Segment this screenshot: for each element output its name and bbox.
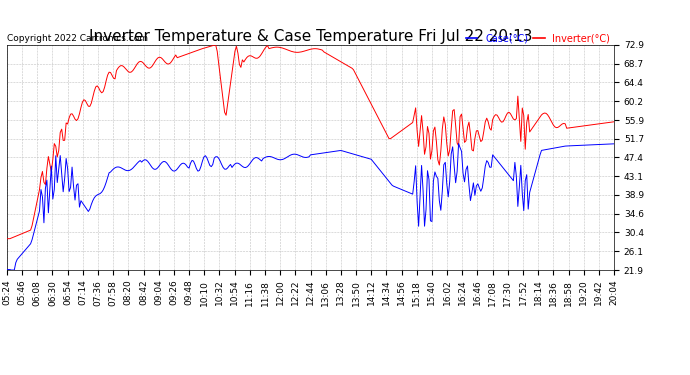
Legend: Case(°C), Inverter(°C): Case(°C), Inverter(°C)	[462, 29, 614, 47]
Text: Copyright 2022 Cartronics.com: Copyright 2022 Cartronics.com	[7, 34, 148, 43]
Title: Inverter Temperature & Case Temperature Fri Jul 22 20:13: Inverter Temperature & Case Temperature …	[89, 29, 532, 44]
